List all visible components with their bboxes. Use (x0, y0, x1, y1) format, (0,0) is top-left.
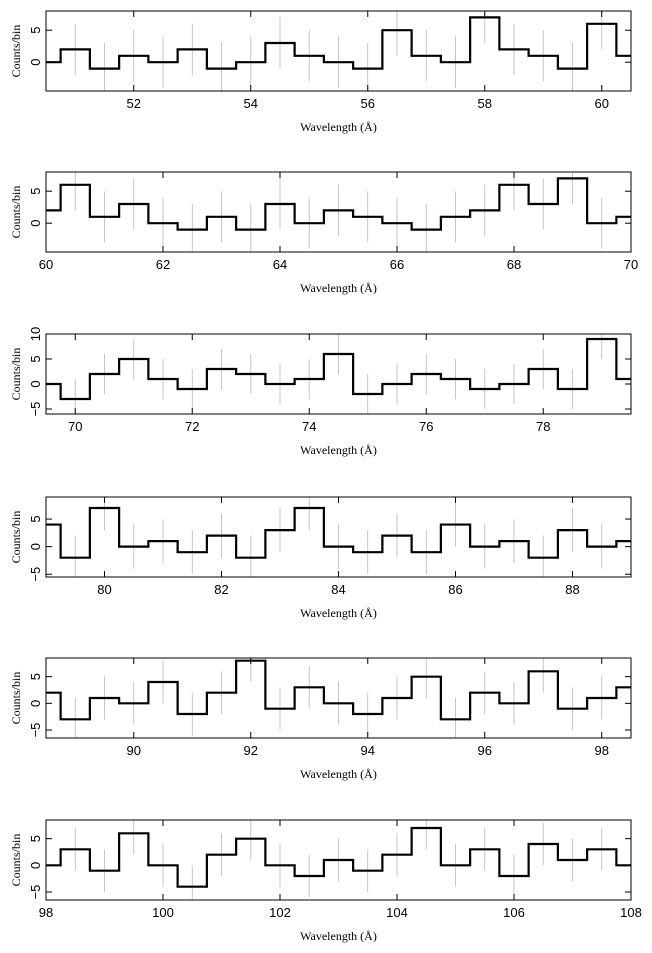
x-tick-label: 70 (68, 419, 82, 434)
plot-frame (45, 171, 632, 253)
y-tick-label: 0 (28, 59, 43, 66)
x-tick-label: 66 (390, 257, 404, 272)
y-tick-label: −5 (28, 723, 43, 738)
x-tick-label: 76 (419, 419, 433, 434)
x-axis-label: Wavelength (Å) (300, 281, 377, 295)
x-tick-label: 88 (565, 582, 579, 597)
x-tick-label: 80 (97, 582, 111, 597)
x-tick-label: 86 (448, 582, 462, 597)
y-axis-label: Counts/bin (9, 348, 23, 401)
error-bars (45, 658, 632, 738)
spectrum-step-line (46, 16, 631, 70)
y-tick-label: 0 (28, 862, 43, 869)
x-tick-label: 82 (214, 582, 228, 597)
x-tick-label: 60 (595, 96, 609, 111)
chart-panel-2: 60 62 64 66 68 70 0 5 Wavelength (Å) Counts/bin (9, 171, 638, 295)
x-tick-label: 108 (620, 905, 642, 920)
x-tick-label: 64 (273, 257, 287, 272)
error-bars (45, 334, 632, 414)
x-axis-label: Wavelength (Å) (300, 929, 377, 943)
y-axis-label: Counts/bin (9, 834, 23, 887)
y-axis-label: Counts/bin (9, 672, 23, 725)
x-tick-label: 90 (127, 743, 141, 758)
y-tick-label: 10 (28, 327, 43, 341)
x-tick-label: 106 (503, 905, 525, 920)
y-tick-label: 0 (28, 543, 43, 550)
y-tick-label: 0 (28, 700, 43, 707)
x-tick-label: 60 (39, 257, 53, 272)
plot-frame (45, 819, 632, 901)
chart-panel-3: 70 72 74 76 78 −5 0 5 10 Wavelength (Å) Counts/bin (9, 327, 632, 457)
y-tick-label: 5 (28, 673, 43, 680)
spectrum-step-line (46, 826, 631, 888)
x-tick-label: 98 (39, 905, 53, 920)
x-tick-label: 94 (361, 743, 375, 758)
y-axis-label: Counts/bin (9, 511, 23, 564)
y-tick-label: −5 (28, 885, 43, 900)
x-tick-label: 78 (536, 419, 550, 434)
error-bars (45, 497, 632, 577)
x-tick-label: 74 (302, 419, 316, 434)
chart-panel-5: 90 92 94 96 98 −5 0 5 Wavelength (Å) Counts/bin (9, 657, 632, 781)
spectrum-step-line (46, 506, 631, 559)
y-tick-label: 5 (28, 27, 43, 34)
x-axis-label: Wavelength (Å) (300, 767, 377, 781)
plot-frame (45, 333, 632, 415)
x-tick-label: 72 (185, 419, 199, 434)
x-tick-label: 104 (386, 905, 408, 920)
x-tick-label: 52 (127, 96, 141, 111)
x-tick-label: 100 (152, 905, 174, 920)
error-bars (45, 11, 632, 91)
y-tick-label: 5 (28, 188, 43, 195)
x-tick-label: 70 (624, 257, 638, 272)
y-axis-label: Counts/bin (9, 25, 23, 78)
y-tick-label: 0 (28, 380, 43, 387)
chart-panel-1: 52 54 56 58 60 0 5 Wavelength (Å) Counts/bin (9, 10, 632, 134)
x-tick-label: 56 (361, 96, 375, 111)
x-tick-label: 54 (244, 96, 258, 111)
x-tick-label: 68 (507, 257, 521, 272)
y-tick-label: 5 (28, 515, 43, 522)
y-tick-label: 5 (28, 835, 43, 842)
y-axis-label: Counts/bin (9, 186, 23, 239)
plot-frame (45, 10, 632, 92)
chart-panel-6: 98 100 102 104 106 108 −5 0 5 Wavelength (Å) Count… (9, 819, 642, 943)
y-tick-label: −5 (28, 402, 43, 417)
x-tick-label: 92 (244, 743, 258, 758)
x-tick-label: 58 (478, 96, 492, 111)
x-tick-label: 84 (331, 582, 345, 597)
y-tick-label: 5 (28, 355, 43, 362)
spectrum-step-line (46, 177, 631, 231)
y-tick-label: −5 (28, 567, 43, 582)
chart-panel-4: 80 82 84 86 88 −5 0 5 Wavelength (Å) Counts/bin (9, 496, 632, 620)
y-tick-label: 0 (28, 220, 43, 227)
plot-frame (45, 657, 632, 739)
x-tick-label: 96 (478, 743, 492, 758)
x-axis-label: Wavelength (Å) (300, 120, 377, 134)
spectrum-step-line (46, 337, 631, 401)
x-tick-label: 62 (156, 257, 170, 272)
x-axis-label: Wavelength (Å) (300, 606, 377, 620)
error-bars (45, 172, 632, 252)
x-tick-label: 102 (269, 905, 291, 920)
x-tick-label: 98 (595, 743, 609, 758)
spectrum-step-line (46, 659, 631, 721)
x-axis-label: Wavelength (Å) (300, 443, 377, 457)
